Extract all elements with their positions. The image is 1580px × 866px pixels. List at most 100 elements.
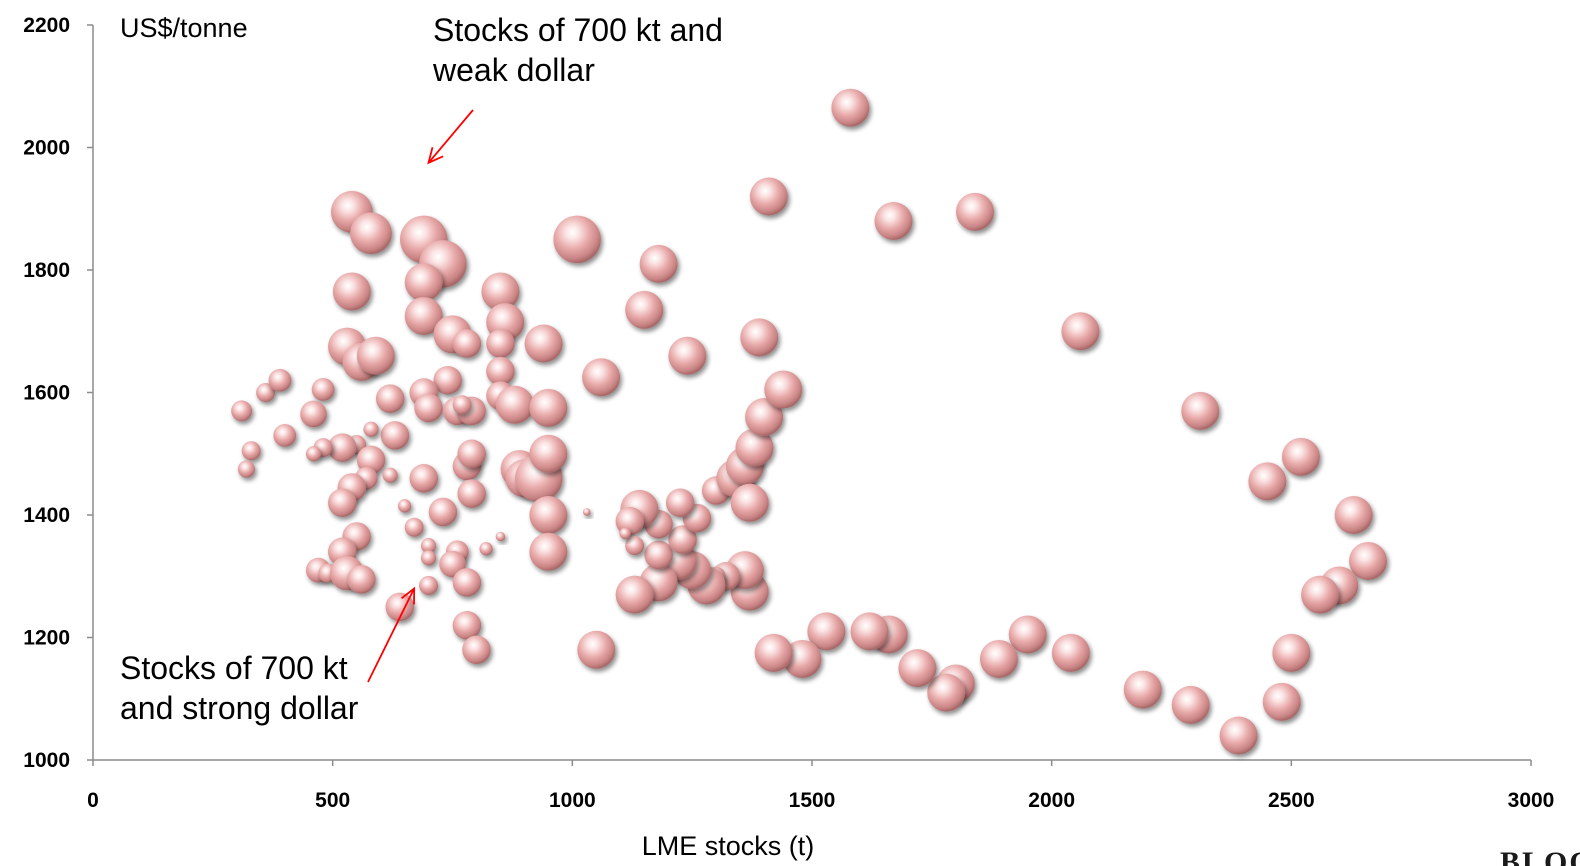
data-bubble (615, 575, 654, 614)
data-bubble (927, 673, 966, 712)
data-bubble (486, 329, 515, 358)
data-bubble (668, 336, 707, 375)
data-bubble (529, 388, 568, 427)
x-tick-label: 2000 (1028, 789, 1075, 812)
data-bubble (350, 212, 392, 255)
data-bubble (486, 356, 515, 386)
data-bubble (1171, 685, 1210, 724)
data-bubble (433, 366, 462, 395)
data-bubble (745, 398, 784, 436)
data-bubble (619, 527, 631, 540)
data-bubble (452, 329, 482, 358)
data-bubble (382, 467, 398, 483)
x-tick-label: 1000 (549, 789, 596, 812)
data-bubble (979, 639, 1018, 678)
data-bubble (749, 177, 788, 216)
data-bubble (644, 540, 673, 570)
data-bubble (420, 550, 437, 566)
data-bubble (268, 368, 292, 392)
y-tick-label: 1400 (23, 504, 70, 527)
data-bubble (347, 565, 376, 594)
data-bubble (256, 383, 276, 402)
data-bubble (420, 538, 437, 554)
data-bubble (457, 479, 486, 508)
data-bubble (237, 460, 255, 478)
data-bubble (665, 488, 695, 517)
data-bubble (1008, 615, 1047, 654)
bubbles (231, 88, 1388, 755)
data-bubble (452, 611, 482, 640)
data-bubble (1334, 496, 1373, 534)
data-bubble (356, 336, 395, 375)
data-bubble (553, 215, 601, 264)
data-bubble (577, 630, 616, 669)
y-axis-unit-label: US$/tonne (120, 13, 248, 43)
data-bubble (305, 446, 322, 462)
data-bubble (783, 639, 822, 678)
data-bubble (668, 525, 697, 554)
data-bubble (363, 421, 379, 437)
data-bubble (898, 649, 937, 688)
data-bubble (409, 464, 438, 493)
data-bubble (850, 612, 889, 651)
data-bubble (1272, 633, 1311, 672)
data-bubble (479, 542, 493, 556)
annotation-weak-dollar-text: weak dollar (432, 52, 595, 88)
data-bubble (495, 531, 506, 542)
data-bubble (1051, 633, 1090, 672)
annotation-strong-dollar-arrow (367, 586, 416, 683)
data-bubble (807, 612, 846, 651)
annotations: Stocks of 700 kt and weak dollar Stocks of… (120, 12, 723, 726)
data-bubble (241, 441, 261, 461)
x-tick-label: 3000 (1508, 789, 1555, 812)
data-bubble (375, 384, 405, 413)
data-bubble (332, 272, 371, 311)
y-tick-label: 1000 (23, 749, 70, 772)
y-tick-label: 2200 (23, 14, 70, 37)
data-bubble (404, 263, 443, 302)
data-bubble (311, 378, 335, 401)
y-tick-label: 1600 (23, 382, 70, 405)
x-tick-label: 1500 (789, 789, 836, 812)
data-bubble (414, 393, 443, 423)
data-bubble (831, 88, 870, 127)
data-bubble (231, 400, 253, 422)
annotation-weak-dollar-text: Stocks of 700 kt and (433, 12, 723, 48)
data-bubble (481, 272, 520, 311)
x-axis-title: LME stocks (t) (642, 831, 815, 861)
data-bubble (764, 370, 803, 409)
data-bubble (1301, 575, 1340, 614)
data-bubble (1181, 391, 1220, 430)
data-bubble (735, 428, 774, 467)
data-bubble (380, 421, 410, 450)
data-bubble (356, 445, 386, 475)
data-bubble (582, 508, 591, 516)
data-bubble (1123, 670, 1162, 709)
annotation-strong-dollar-text: Stocks of 700 kt (120, 650, 348, 686)
data-bubble (730, 483, 769, 522)
annotation-weak-dollar-arrow (427, 109, 474, 165)
data-bubble (1262, 682, 1301, 721)
data-bubble (452, 395, 472, 415)
data-bubble (495, 385, 534, 424)
data-bubble (1219, 716, 1258, 755)
data-bubble (404, 517, 424, 537)
y-tick-label: 2000 (23, 137, 70, 160)
data-bubble (452, 568, 482, 597)
data-bubble (639, 244, 678, 283)
y-tick-label: 1800 (23, 259, 70, 282)
data-bubble (457, 439, 486, 468)
data-bubble (740, 318, 779, 357)
data-bubble (582, 358, 621, 397)
annotation-strong-dollar-text: and strong dollar (120, 690, 359, 726)
publisher-logo: BLOOMSBURY (1500, 846, 1580, 866)
data-bubble (1248, 462, 1287, 501)
data-bubble (419, 575, 439, 595)
data-bubble (273, 423, 297, 447)
data-bubble (328, 433, 357, 462)
y-tick-label: 1200 (23, 627, 70, 650)
x-tick-label: 2500 (1268, 789, 1315, 812)
data-bubble (524, 324, 563, 363)
data-bubble (328, 488, 357, 517)
data-bubble (404, 296, 443, 335)
